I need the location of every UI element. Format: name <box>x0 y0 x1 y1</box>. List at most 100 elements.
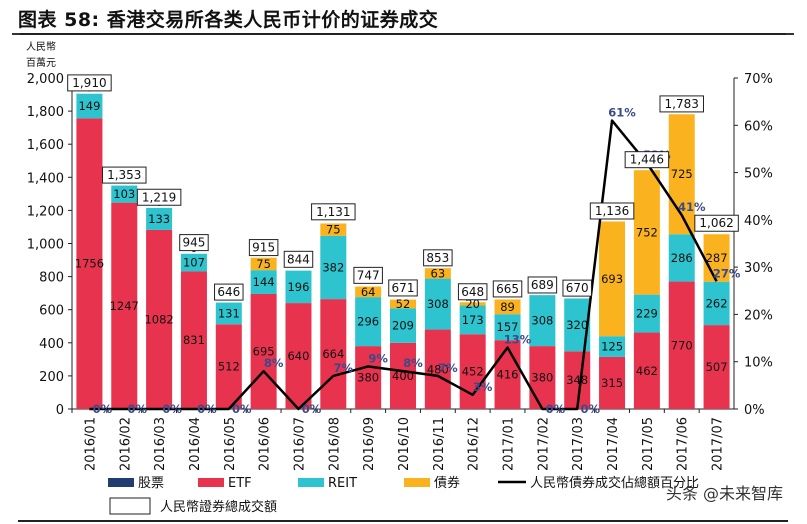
y-unit-line2: 百萬元 <box>26 56 56 69</box>
bar-etf <box>529 346 556 409</box>
y-tick-label: 1,200 <box>27 204 64 219</box>
label-bond: 725 <box>671 167 693 181</box>
total-label: 646 <box>217 285 240 299</box>
label-bond-share: 0% <box>232 402 252 416</box>
label-bond: 63 <box>431 266 446 280</box>
label-etf: 416 <box>497 368 519 382</box>
bottom-rule <box>18 520 788 522</box>
legend-swatch-stock <box>108 478 134 487</box>
total-label: 671 <box>392 281 415 295</box>
total-label: 747 <box>357 268 380 282</box>
bar-reit <box>390 308 416 343</box>
bar-etf <box>76 118 103 409</box>
bar-etf <box>111 202 138 409</box>
legend-swatch-reit <box>298 478 324 487</box>
label-bond-share: 0% <box>127 402 147 416</box>
total-box <box>248 239 279 257</box>
bar-reit <box>215 302 242 325</box>
bar-reit <box>459 305 486 335</box>
x-tick-label: 2017/01 <box>502 417 517 471</box>
y2-tick-label: 0% <box>744 403 765 418</box>
total-box <box>67 74 112 92</box>
label-bond-share: 8% <box>403 356 423 370</box>
label-bond: 75 <box>256 257 271 271</box>
label-bond-share: 0% <box>546 402 566 416</box>
bar-reit <box>250 270 277 294</box>
y2-tick-label: 10% <box>744 356 773 371</box>
total-box <box>423 249 453 267</box>
x-tick-label: 2016/03 <box>153 417 168 471</box>
label-bond-share: 9% <box>368 351 388 365</box>
total-box <box>492 280 523 298</box>
label-etf: 664 <box>322 347 344 361</box>
total-label: 1,131 <box>316 205 350 219</box>
legend-swatch-total <box>109 497 151 515</box>
total-label: 1,353 <box>107 168 141 182</box>
label-bond: 89 <box>500 300 515 314</box>
chart-title: 图表 58: 香港交易所各类人民币计价的证券成交 <box>18 9 439 31</box>
label-bond-share: 0% <box>580 402 600 416</box>
y2-tick-label: 30% <box>744 261 773 276</box>
label-reit: 229 <box>636 307 658 321</box>
y2-tick-label: 40% <box>744 214 773 229</box>
total-label: 853 <box>426 251 449 265</box>
label-etf: 770 <box>671 338 693 352</box>
label-bond: 693 <box>601 272 623 286</box>
label-reit: 131 <box>218 306 240 320</box>
label-bond-share: 0% <box>162 402 182 416</box>
bar-etf <box>390 342 416 409</box>
label-reit: 103 <box>113 187 135 201</box>
bar-etf <box>599 356 626 409</box>
bar-bond <box>703 234 730 282</box>
y-tick-label: 400 <box>39 337 64 352</box>
bar-etf <box>285 303 312 409</box>
label-bond-share: 8% <box>264 356 284 370</box>
legend-label-etf: ETF <box>228 476 252 491</box>
label-etf: 695 <box>253 344 275 358</box>
bar-bond <box>424 268 451 279</box>
total-box <box>214 283 244 301</box>
label-bond: 64 <box>361 285 376 299</box>
x-tick-label: 2016/10 <box>397 417 412 471</box>
bar-bond <box>459 302 486 306</box>
bar-reit <box>285 270 312 304</box>
x-tick-label: 2016/02 <box>118 417 133 471</box>
label-bond: 752 <box>636 225 658 239</box>
label-reit: 382 <box>322 260 344 274</box>
bar-reit <box>424 278 451 330</box>
bar-bond <box>250 257 277 271</box>
bar-etf <box>180 271 207 409</box>
total-box <box>283 250 314 268</box>
label-etf: 640 <box>287 349 309 363</box>
label-reit: 209 <box>392 319 414 333</box>
bar-etf <box>215 324 242 409</box>
label-reit: 320 <box>566 318 588 332</box>
label-etf: 507 <box>706 360 728 374</box>
label-reit: 125 <box>601 340 623 354</box>
total-label: 648 <box>461 285 484 299</box>
label-etf: 1756 <box>75 257 104 271</box>
label-reit: 107 <box>183 256 205 270</box>
x-tick-label: 2016/07 <box>292 417 307 471</box>
label-reit: 286 <box>671 251 693 265</box>
title-underline <box>18 33 788 35</box>
bar-etf <box>459 334 486 409</box>
bar-bond <box>320 223 347 236</box>
total-box <box>353 266 383 284</box>
x-tick-label: 2016/01 <box>83 417 98 471</box>
y2-tick-label: 50% <box>744 167 773 182</box>
x-tick-label: 2016/06 <box>258 417 273 471</box>
bar-reit <box>633 294 660 333</box>
x-tick-label: 2016/11 <box>432 417 447 471</box>
label-bond-share: 0% <box>302 402 322 416</box>
x-tick-label: 2017/06 <box>676 417 691 471</box>
total-label: 1,910 <box>72 76 106 90</box>
label-reit: 173 <box>462 313 484 327</box>
total-label: 1,446 <box>630 153 664 167</box>
watermark: 头条 @未来智库 <box>665 484 783 503</box>
bar-reit <box>146 207 173 230</box>
label-etf: 1082 <box>144 312 173 326</box>
legend-swatch-bond <box>404 478 430 487</box>
total-box <box>102 166 147 184</box>
bar-bond <box>494 299 521 315</box>
